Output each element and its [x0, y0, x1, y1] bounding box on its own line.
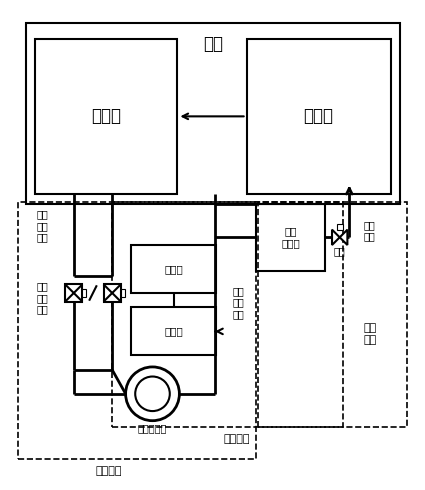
Text: 污泥
输送
管道: 污泥 输送 管道 [232, 286, 244, 319]
Bar [18, 202, 256, 459]
Bar [258, 202, 407, 427]
Bar [256, 204, 325, 271]
Bar [104, 284, 121, 302]
Bar [112, 202, 343, 427]
Text: 反应区: 反应区 [303, 107, 334, 125]
Circle shape [126, 367, 179, 421]
Bar [337, 224, 343, 230]
Text: 污泥
熟化箱: 污泥 熟化箱 [281, 226, 300, 248]
Bar [65, 284, 82, 302]
Text: 第二
排泥
管道: 第二 排泥 管道 [36, 209, 48, 243]
Text: 药剂箱: 药剂箱 [164, 264, 183, 274]
Text: 第一
排泥
管道: 第一 排泥 管道 [36, 281, 48, 315]
Text: 活化单元: 活化单元 [224, 434, 250, 444]
Bar [246, 39, 391, 194]
Bar [121, 289, 125, 297]
Polygon shape [340, 230, 347, 245]
Circle shape [135, 376, 170, 411]
Bar [82, 289, 86, 297]
Text: 回流
单元: 回流 单元 [364, 323, 377, 344]
Text: 过渡区: 过渡区 [91, 107, 122, 125]
Bar [26, 23, 400, 204]
Text: 取泥单元: 取泥单元 [95, 466, 122, 476]
Bar [35, 39, 178, 194]
Bar [131, 307, 216, 355]
Text: 回流
管道: 回流 管道 [364, 220, 375, 242]
Text: 池体: 池体 [203, 35, 223, 53]
Text: 加药泵: 加药泵 [164, 326, 183, 337]
Text: 污泥输送泵: 污泥输送泵 [138, 423, 167, 433]
Text: 阀门: 阀门 [334, 246, 346, 256]
Polygon shape [332, 230, 340, 245]
Bar [131, 245, 216, 293]
